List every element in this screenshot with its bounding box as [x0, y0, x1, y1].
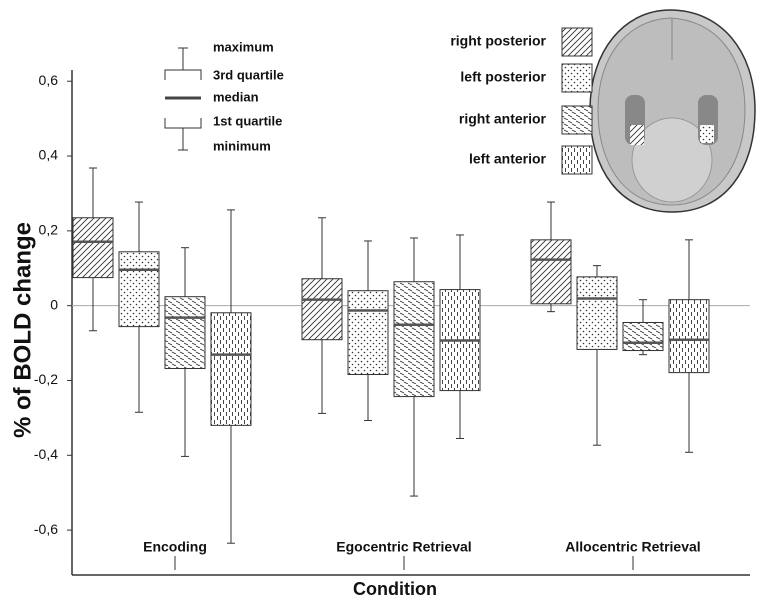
box-key: [164, 47, 202, 151]
box: [393, 281, 435, 398]
box: [530, 239, 572, 305]
box: [210, 312, 252, 426]
legend-label: left anterior: [469, 151, 547, 167]
legend-label: right anterior: [459, 111, 547, 127]
y-tick-label: -0,4: [34, 446, 58, 462]
y-tick-label: -0,6: [34, 521, 58, 537]
legend-swatch: [561, 63, 593, 93]
key-label: 1st quartile: [213, 113, 282, 128]
brain-illustration: [589, 9, 756, 213]
box: [72, 217, 114, 279]
box: [622, 322, 664, 352]
legend-swatch: [561, 145, 593, 175]
legend-label: left posterior: [460, 69, 546, 85]
y-tick-label: 0: [50, 296, 58, 312]
key-label: maximum: [213, 39, 274, 54]
y-tick-label: 0,2: [39, 222, 59, 238]
x-tick-label: Egocentric Retrieval: [336, 539, 471, 555]
box: [576, 276, 618, 350]
legend-label: right posterior: [450, 33, 546, 49]
y-tick-label: -0,2: [34, 371, 58, 387]
x-tick-label: Encoding: [143, 539, 207, 555]
x-axis-label: Condition: [353, 579, 437, 599]
y-tick-label: 0,4: [39, 147, 59, 163]
box: [668, 299, 710, 374]
key-label: 3rd quartile: [213, 67, 284, 82]
y-axis-label: % of BOLD change: [9, 222, 36, 438]
box: [301, 278, 343, 341]
y-tick-label: 0,6: [39, 72, 59, 88]
legend-swatch: [561, 27, 593, 57]
key-label: median: [213, 89, 259, 104]
x-tick-label: Allocentric Retrieval: [565, 539, 700, 555]
box: [164, 296, 206, 370]
box: [347, 290, 389, 375]
box: [118, 251, 160, 328]
key-label: minimum: [213, 138, 271, 153]
legend-swatch: [561, 105, 593, 135]
